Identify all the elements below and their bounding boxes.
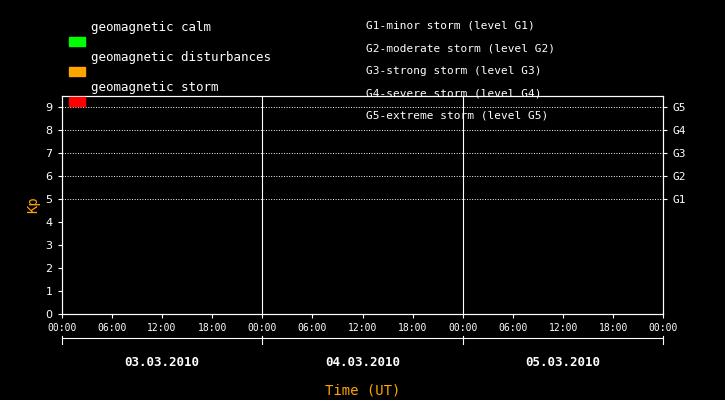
Text: 04.03.2010: 04.03.2010 [325, 356, 400, 368]
Y-axis label: Kp: Kp [26, 197, 40, 213]
Text: Time (UT): Time (UT) [325, 383, 400, 397]
Text: G1-minor storm (level G1): G1-minor storm (level G1) [366, 21, 535, 31]
Text: G4-severe storm (level G4): G4-severe storm (level G4) [366, 88, 542, 98]
Text: geomagnetic disturbances: geomagnetic disturbances [91, 52, 270, 64]
Text: G3-strong storm (level G3): G3-strong storm (level G3) [366, 66, 542, 76]
Text: 05.03.2010: 05.03.2010 [526, 356, 600, 368]
Text: G5-extreme storm (level G5): G5-extreme storm (level G5) [366, 110, 548, 120]
Text: G2-moderate storm (level G2): G2-moderate storm (level G2) [366, 43, 555, 53]
Text: 03.03.2010: 03.03.2010 [125, 356, 199, 368]
Text: geomagnetic calm: geomagnetic calm [91, 22, 211, 34]
Text: geomagnetic storm: geomagnetic storm [91, 82, 218, 94]
